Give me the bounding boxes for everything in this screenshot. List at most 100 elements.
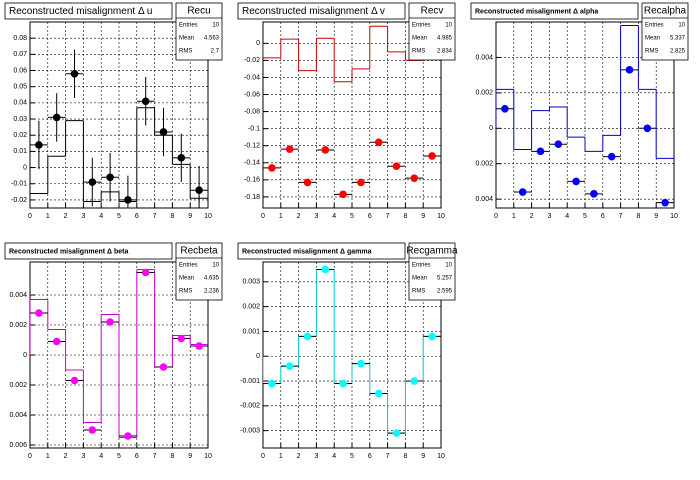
marker: [70, 376, 79, 385]
y-tick-label: 0.05: [13, 84, 27, 91]
x-tick-label: 7: [386, 453, 390, 460]
marker: [106, 318, 114, 326]
x-tick-label: 6: [601, 213, 605, 220]
x-tick-label: 3: [314, 213, 318, 220]
x-tick-label: 1: [279, 453, 283, 460]
marker: [52, 113, 61, 122]
marker: [124, 432, 132, 440]
x-tick-label: 6: [135, 213, 139, 220]
x-tick-label: 3: [547, 213, 551, 220]
y-tick-label: 0: [23, 352, 27, 359]
x-tick-label: 1: [46, 453, 50, 460]
x-tick-label: 4: [565, 213, 569, 220]
x-tick-label: 3: [81, 453, 85, 460]
x-tick-label: 1: [46, 213, 50, 220]
x-tick-label: 5: [350, 453, 354, 460]
y-tick-label: -0.001: [240, 378, 260, 385]
stats-value: 5.337: [670, 36, 686, 42]
marker: [303, 332, 312, 341]
stats-title: Recu: [187, 6, 210, 17]
x-tick-label: 8: [403, 453, 407, 460]
x-tick-label: 9: [654, 213, 658, 220]
marker: [590, 190, 598, 198]
stats-label: RMS: [412, 49, 425, 55]
x-tick-label: 5: [117, 453, 121, 460]
stats-label: Entries: [179, 23, 198, 29]
marker: [177, 334, 186, 343]
y-tick-label: -0.01: [11, 181, 27, 188]
x-tick-label: 2: [297, 453, 301, 460]
x-tick-label: 4: [99, 453, 103, 460]
x-tick-label: 0: [28, 213, 32, 220]
marker: [124, 196, 132, 204]
stats-value: 10: [678, 23, 685, 29]
y-tick-label: 0: [489, 125, 493, 132]
y-tick-label: -0.06: [244, 91, 260, 98]
y-tick-label: -0.14: [244, 160, 260, 167]
marker: [410, 174, 419, 182]
histogram: [30, 107, 208, 203]
marker: [141, 268, 150, 277]
x-tick-label: 10: [670, 213, 678, 220]
x-tick-label: 7: [619, 213, 623, 220]
stats-value: 4.563: [204, 36, 220, 42]
y-tick-label: -0.003: [240, 427, 260, 434]
y-tick-label: -0.18: [244, 194, 260, 201]
x-tick-label: 2: [530, 213, 534, 220]
x-tick-label: 3: [314, 453, 318, 460]
stats-box: [408, 2, 456, 61]
x-tick-label: 8: [170, 453, 174, 460]
x-tick-label: 4: [332, 453, 336, 460]
x-tick-label: 5: [117, 213, 121, 220]
marker: [195, 186, 203, 195]
title-box: [237, 242, 406, 260]
chart-title: Reconstructed misalignment Δ gamma: [242, 248, 372, 255]
marker: [52, 337, 61, 346]
chart-title: Reconstructed misalignment Δ beta: [9, 248, 128, 255]
stats-value: 2.236: [204, 289, 220, 295]
marker: [428, 332, 436, 341]
marker: [392, 429, 401, 437]
markers: [30, 49, 208, 208]
x-tick-label: 8: [170, 213, 174, 220]
x-tick-label: 2: [64, 213, 68, 220]
marker: [554, 140, 563, 149]
marker: [35, 309, 43, 317]
x-tick-label: 1: [279, 213, 283, 220]
x-tick-label: 4: [99, 213, 103, 220]
marker: [285, 362, 294, 370]
stats-label: Entries: [412, 263, 431, 269]
title-box: [4, 2, 173, 20]
stats-label: RMS: [412, 289, 425, 295]
x-tick-label: 9: [188, 213, 192, 220]
y-tick-label: 0.001: [242, 328, 260, 335]
marker: [518, 188, 527, 196]
marker: [35, 141, 43, 149]
x-tick-label: 6: [368, 453, 372, 460]
stats-label: Mean: [179, 276, 194, 282]
marker: [303, 178, 312, 187]
stats-box: [175, 242, 223, 301]
y-tick-label: 0.02: [13, 132, 27, 139]
x-tick-label: 2: [297, 213, 301, 220]
stats-title: Recalpha: [644, 6, 687, 17]
stats-box: [408, 242, 456, 301]
stats-value: 2.825: [670, 49, 686, 55]
x-tick-label: 10: [204, 213, 212, 220]
marker: [625, 66, 634, 74]
stats-label: Mean: [179, 36, 194, 42]
stats-label: Entries: [645, 23, 664, 29]
marker: [321, 265, 330, 274]
y-tick-label: -0.12: [244, 143, 260, 150]
x-tick-label: 0: [494, 213, 498, 220]
marker: [159, 363, 168, 371]
title-box: [470, 2, 639, 20]
pad: -0.02 -0.01 0 0.01 0.02 0.03 0.04 0.05 0.06 0.07 0…: [4, 2, 223, 220]
y-tick-label: 0.04: [13, 100, 27, 107]
y-tick-label: 0.08: [13, 35, 27, 42]
y-tick-label: 0.004: [9, 292, 27, 299]
marker: [392, 162, 401, 170]
stats-label: RMS: [179, 49, 192, 55]
pad: 0.006 0.004 0.002 0 0.002 0.004 0 1 2 3 4 5 6 7 8 9 10 Re…: [4, 242, 223, 460]
